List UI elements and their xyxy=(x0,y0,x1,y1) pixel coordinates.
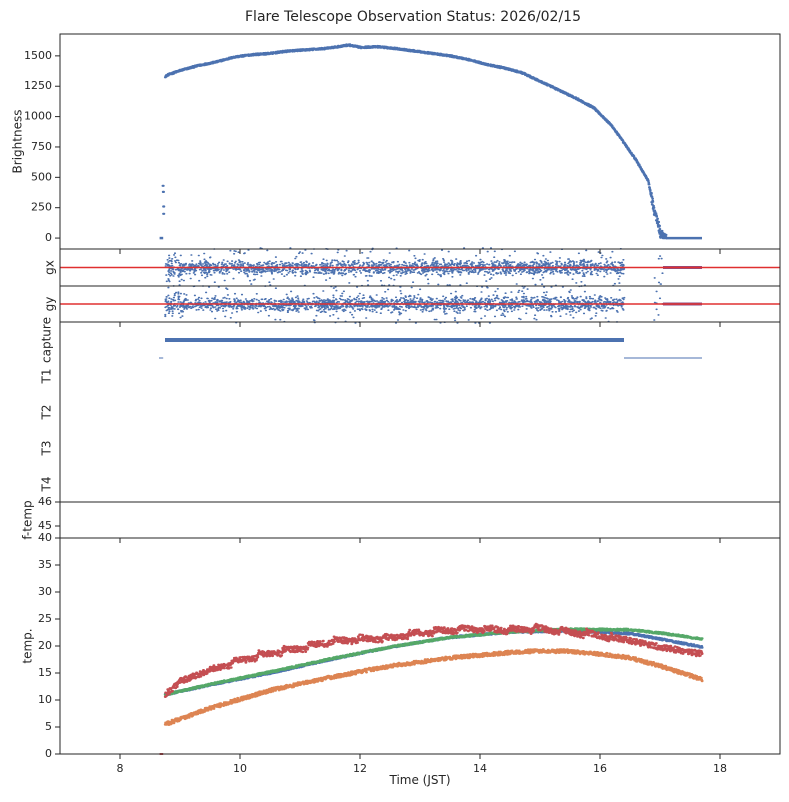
gy-ylabel: gy xyxy=(43,297,57,312)
x-tick-label: 16 xyxy=(593,762,607,775)
status-ylabel-capture: capture xyxy=(40,317,54,363)
temp-ylabel: temp. xyxy=(21,628,35,663)
panel-frame-ftemp xyxy=(59,501,781,539)
status-ylabel-t2: T2 xyxy=(40,405,54,421)
temp-ytick-label: 15 xyxy=(38,666,52,679)
brightness-ytick-label: 0 xyxy=(45,231,52,244)
brightness-ytick-label: 1000 xyxy=(24,110,52,123)
temp-ytick-label: 30 xyxy=(38,585,52,598)
ftemp-ylabel: f-temp xyxy=(21,500,35,539)
temp-series-red xyxy=(163,622,704,698)
brightness-ytick-label: 250 xyxy=(31,201,52,214)
x-tick-label: 10 xyxy=(233,762,247,775)
brightness-ytick-label: 1250 xyxy=(24,79,52,92)
x-tick-label: 18 xyxy=(713,762,727,775)
brightness-ytick-label: 500 xyxy=(31,170,52,183)
x-tick-label: 12 xyxy=(353,762,367,775)
x-axis-label: Time (JST) xyxy=(388,773,450,787)
brightness-points xyxy=(161,43,668,240)
panel-frame-status xyxy=(59,321,781,503)
temp-ytick-label: 0 xyxy=(45,747,52,760)
ftemp-ytick-label: 46 xyxy=(38,495,52,508)
gx-ylabel: gx xyxy=(43,260,57,275)
x-tick-label: 14 xyxy=(473,762,487,775)
status-ylabel-t4: T4 xyxy=(40,477,54,493)
brightness-ylabel: Brightness xyxy=(11,110,25,174)
status-ylabel-t1: T1 xyxy=(40,369,54,385)
temp-ytick-label: 25 xyxy=(38,612,52,625)
temp-ytick-label: 10 xyxy=(38,693,52,706)
temp-ytick-label: 5 xyxy=(45,720,52,733)
panel-frame-temp xyxy=(59,537,781,755)
panel-frame-brightness xyxy=(59,33,781,250)
x-tick-label: 8 xyxy=(117,762,124,775)
temp-series-orange xyxy=(163,648,704,726)
ftemp-ytick-label: 45 xyxy=(38,519,52,532)
temp-ytick-label: 40 xyxy=(38,531,52,544)
chart-title: Flare Telescope Observation Status: 2026… xyxy=(245,9,581,25)
temp-ytick-label: 20 xyxy=(38,639,52,652)
temp-ytick-label: 35 xyxy=(38,558,52,571)
status-ylabel-t3: T3 xyxy=(40,441,54,457)
brightness-ytick-label: 1500 xyxy=(24,49,52,62)
brightness-ytick-label: 750 xyxy=(31,140,52,153)
